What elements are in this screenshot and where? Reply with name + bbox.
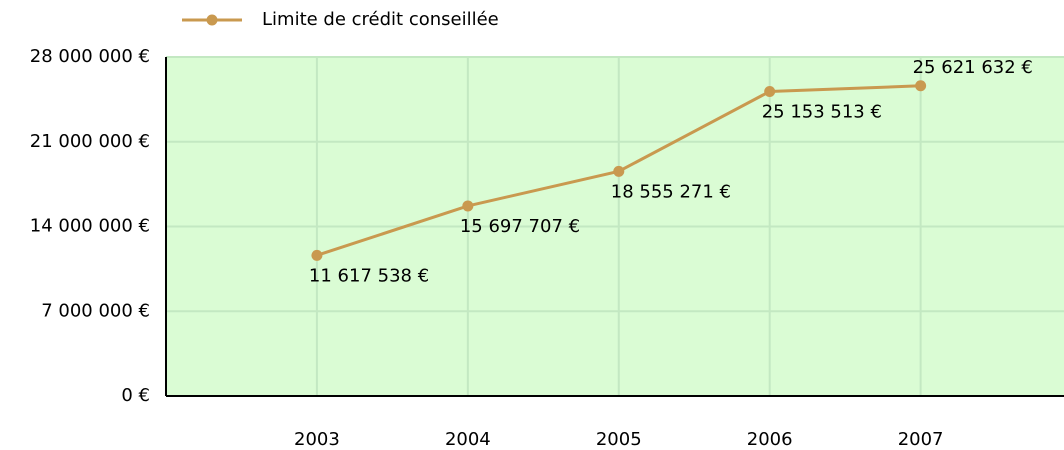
y-tick-label: 21 000 000 € xyxy=(30,131,150,152)
data-label: 18 555 271 € xyxy=(611,181,731,202)
y-tick-label: 14 000 000 € xyxy=(30,216,150,237)
legend-marker xyxy=(206,14,218,26)
y-tick-label: 7 000 000 € xyxy=(41,300,150,321)
x-tick-label: 2006 xyxy=(747,429,793,450)
data-label: 11 617 538 € xyxy=(309,265,429,286)
x-tick-label: 2004 xyxy=(445,429,491,450)
data-label: 15 697 707 € xyxy=(460,216,580,237)
legend-label: Limite de crédit conseillée xyxy=(262,9,499,30)
y-tick-label: 28 000 000 € xyxy=(30,46,150,67)
point xyxy=(764,85,776,97)
x-tick-label: 2003 xyxy=(294,429,340,450)
data-label: 25 153 513 € xyxy=(762,101,882,122)
point xyxy=(311,249,323,261)
x-tick-label: 2007 xyxy=(898,429,944,450)
point xyxy=(613,165,625,177)
y-tick-label: 0 € xyxy=(121,385,150,406)
data-label: 25 621 632 € xyxy=(913,57,1033,78)
point xyxy=(462,200,474,212)
point xyxy=(915,80,927,92)
x-tick-label: 2005 xyxy=(596,429,642,450)
